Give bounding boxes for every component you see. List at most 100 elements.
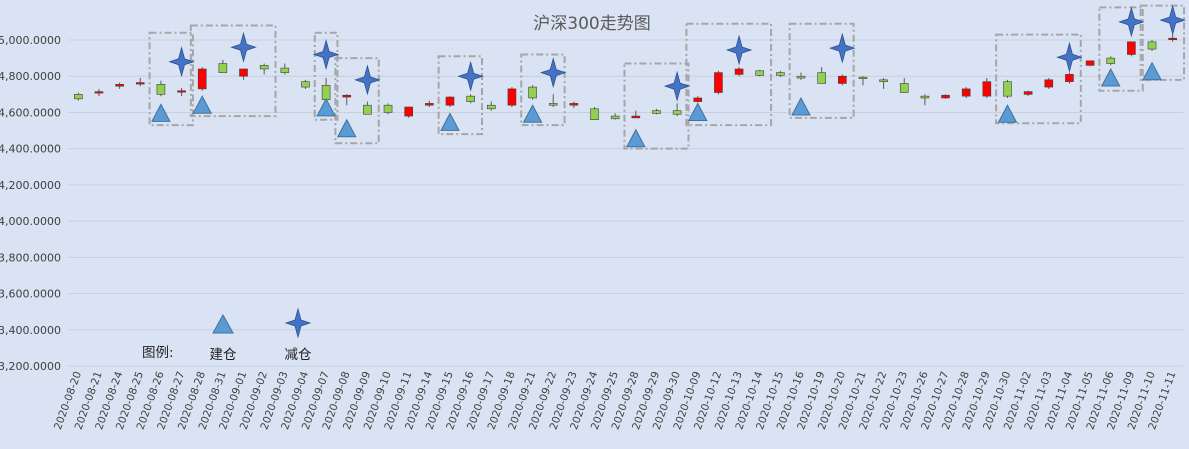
grid-lines [68, 39, 1183, 367]
y-tick-label: 4,600.0000 [0, 106, 61, 119]
candle-body [776, 72, 785, 76]
candle-body [693, 97, 703, 102]
reduce-marker [1056, 41, 1083, 73]
candles [74, 34, 1177, 120]
group-box [995, 33, 1082, 125]
markers [151, 4, 1186, 148]
candle-body [1085, 60, 1095, 66]
candle-body [817, 72, 826, 84]
y-tick-label: 4,800.0000 [0, 70, 61, 83]
candle-body [363, 104, 372, 115]
candle-body [879, 79, 888, 82]
candle-body [425, 103, 434, 106]
group-boxes [148, 4, 1186, 150]
candle-body [507, 88, 517, 106]
y-axis: 3,200.0000 3,400.0000 3,600.0000 3,800.0000… [0, 34, 61, 373]
build-marker [625, 128, 646, 148]
candle-body [714, 72, 723, 93]
reduce-marker [829, 32, 856, 64]
candle-body [280, 67, 290, 73]
candle-body [569, 103, 579, 106]
group-box [313, 31, 339, 121]
candle-body [755, 70, 765, 76]
candle-body [1106, 57, 1116, 64]
group-box [437, 55, 483, 136]
reduce-marker [663, 70, 691, 102]
candle-body [1003, 81, 1012, 97]
candle-body [383, 104, 393, 113]
candle-body [1168, 37, 1177, 40]
reduce-marker [457, 60, 484, 92]
candle-body [404, 106, 413, 117]
build-marker [1142, 61, 1162, 81]
reduce-marker [1159, 4, 1186, 36]
build-marker [151, 103, 171, 122]
candle-body [672, 110, 682, 115]
candle-body [941, 94, 950, 99]
candle-body [652, 110, 661, 114]
x-axis: 2020-08-202020-08-212020-08-242020-08-25… [52, 370, 1179, 432]
reduce-marker [539, 57, 567, 89]
candle-body [590, 108, 599, 120]
candle-body [1065, 74, 1074, 82]
reduce-marker [354, 64, 381, 96]
group-box [1098, 6, 1144, 92]
candle-body [197, 68, 207, 90]
y-tick-label: 3,800.0000 [0, 251, 61, 264]
candle-body [321, 84, 331, 101]
reduce-marker [312, 38, 340, 71]
group-box [788, 22, 855, 119]
candle-body [301, 81, 310, 88]
candle-body [1147, 41, 1157, 50]
reduce-marker [1118, 6, 1145, 38]
candle-body [445, 96, 455, 106]
candle-body [961, 88, 971, 97]
candle-body [1044, 79, 1054, 88]
candle-body [734, 68, 744, 75]
candle-body [1127, 41, 1136, 55]
candle-body [259, 65, 269, 70]
candle-body [177, 90, 186, 93]
legend: 图例: 建仓 减仓 [142, 307, 312, 363]
y-tick-label: 4,000.0000 [0, 215, 61, 228]
candle-body [239, 68, 248, 77]
y-tick-label: 4,400.0000 [0, 143, 61, 156]
y-tick-label: 3,200.0000 [0, 360, 61, 373]
candle-body [920, 95, 930, 99]
build-marker [522, 104, 543, 123]
build-marker [1100, 67, 1121, 87]
y-tick-label: 4,200.0000 [0, 179, 61, 192]
candle-body [838, 75, 847, 84]
legend-reduce-label: 减仓 [285, 347, 312, 363]
candle-body [218, 63, 228, 73]
group-box [148, 31, 194, 127]
chart-title: 沪深300走势图 [533, 14, 650, 34]
candle-body [486, 104, 496, 110]
candle-body [528, 86, 537, 99]
reduce-marker [168, 46, 195, 78]
candle-body [982, 81, 992, 97]
build-marker [440, 112, 460, 131]
candle-body [94, 91, 104, 94]
legend-reduce-icon [284, 307, 312, 339]
build-marker [336, 118, 357, 138]
candle-body [466, 95, 475, 102]
build-marker [997, 104, 1018, 123]
reduce-marker [230, 31, 257, 63]
legend-build-icon [212, 313, 234, 334]
build-marker [687, 102, 708, 121]
candle-body [1023, 91, 1033, 95]
group-box [189, 24, 277, 118]
group-box [334, 57, 380, 145]
build-marker [316, 97, 336, 117]
y-tick-label: 3,600.0000 [0, 288, 61, 301]
candle-body [342, 94, 352, 98]
candle-body [115, 84, 124, 87]
candle-body [610, 115, 620, 120]
group-box [623, 62, 690, 150]
build-marker [192, 95, 213, 114]
legend-build-label: 建仓 [210, 347, 237, 363]
group-box [685, 22, 773, 127]
candle-body [74, 94, 83, 100]
